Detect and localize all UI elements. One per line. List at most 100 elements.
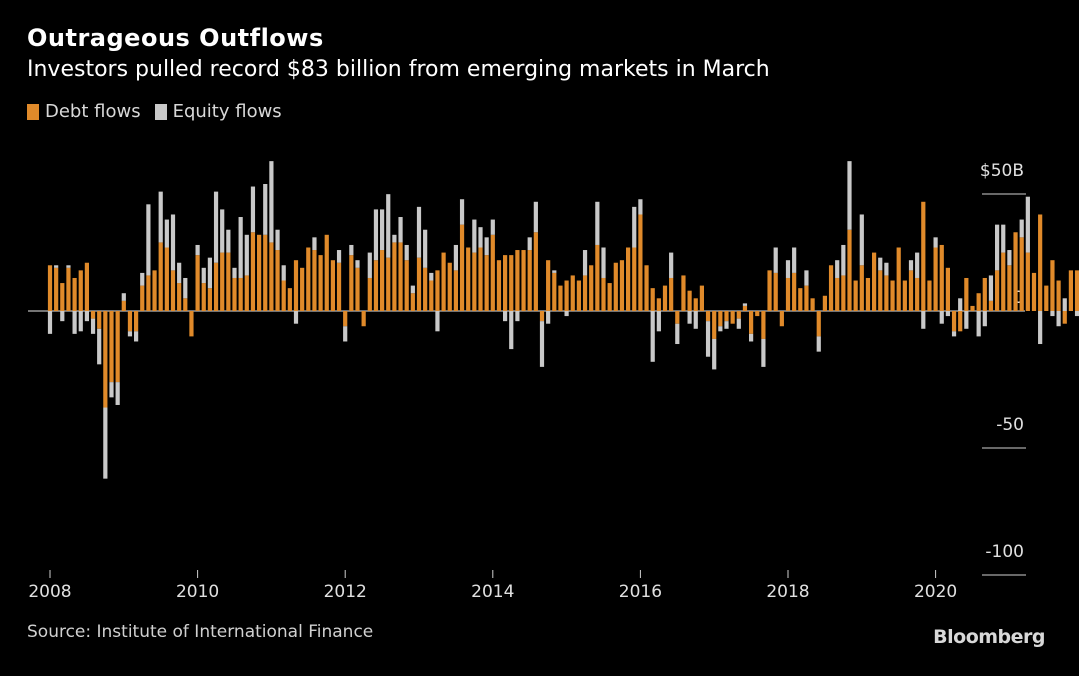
bar-debt: [263, 235, 267, 311]
bar-equity: [940, 311, 944, 324]
bar-debt: [368, 278, 372, 311]
bar-equity: [552, 270, 556, 273]
bar-debt: [970, 306, 974, 311]
bar-debt: [1063, 311, 1067, 324]
bar-equity: [847, 161, 851, 230]
bar-debt: [1020, 237, 1024, 311]
bar-debt: [1057, 281, 1061, 311]
bar-debt: [823, 296, 827, 311]
bar-debt: [571, 275, 575, 311]
bar-equity: [909, 260, 913, 270]
bar-debt: [841, 275, 845, 311]
bar-equity: [878, 258, 882, 271]
bar-debt: [761, 311, 765, 339]
bar-debt: [706, 311, 710, 321]
bar-equity: [263, 184, 267, 235]
bar-equity: [737, 319, 741, 329]
bar-equity: [995, 225, 999, 271]
bar-debt: [681, 275, 685, 311]
bar-debt: [503, 255, 507, 311]
bar-debt: [497, 260, 501, 311]
bar-equity: [786, 260, 790, 278]
bar-debt: [288, 288, 292, 311]
bar-equity: [411, 286, 415, 294]
bar-equity: [405, 245, 409, 260]
bar-equity: [1063, 298, 1067, 311]
bar-debt: [767, 270, 771, 311]
bar-debt: [792, 273, 796, 311]
bar-debt: [171, 270, 175, 311]
bar-debt: [282, 281, 286, 311]
bar-debt: [798, 288, 802, 311]
bar-equity: [349, 245, 353, 255]
bar-equity: [73, 311, 77, 334]
bar-equity: [472, 220, 476, 253]
bar-debt: [688, 291, 692, 311]
bar-debt: [355, 268, 359, 311]
bar-debt: [915, 278, 919, 311]
bar-equity: [515, 311, 519, 321]
source-note: Source: Institute of International Finan…: [27, 622, 373, 642]
bar-equity: [1075, 311, 1079, 316]
bar-equity: [485, 237, 489, 255]
bar-debt: [620, 260, 624, 311]
bar-equity: [380, 209, 384, 250]
bar-debt: [54, 268, 58, 311]
bar-debt: [91, 311, 95, 319]
bar-debt: [478, 248, 482, 312]
bar-equity: [1007, 250, 1011, 265]
bar-equity: [946, 311, 950, 316]
bar-debt: [134, 311, 138, 331]
bar-debt: [411, 293, 415, 311]
bar-equity: [128, 331, 132, 336]
bar-debt: [737, 311, 741, 319]
bar-debt: [454, 270, 458, 311]
bar-equity: [528, 237, 532, 250]
y-tick-label: -50: [996, 415, 1024, 435]
bar-debt: [540, 311, 544, 321]
bar-equity: [435, 311, 439, 331]
bar-equity: [146, 204, 150, 275]
bar-debt: [829, 265, 833, 311]
bar-debt: [632, 248, 636, 312]
bar-debt: [85, 263, 89, 311]
bar-debt: [601, 278, 605, 311]
bar-equity: [491, 220, 495, 235]
bar-equity: [546, 311, 550, 324]
bar-equity: [109, 382, 113, 397]
bar-equity: [1057, 311, 1061, 326]
bar-equity: [386, 194, 390, 258]
bar-debt: [140, 286, 144, 311]
bar-debt: [220, 253, 224, 311]
bar-debt: [103, 311, 107, 408]
bar-debt: [349, 255, 353, 311]
bar-debt: [780, 311, 784, 326]
bar-debt: [755, 311, 759, 316]
bar-debt: [521, 250, 525, 311]
bar-debt: [196, 255, 200, 311]
x-tick-label: 2020: [914, 582, 957, 602]
bar-debt: [429, 281, 433, 311]
bar-equity: [638, 199, 642, 214]
bar-debt: [183, 298, 187, 311]
x-tick-label: 2018: [766, 582, 809, 602]
bar-debt: [1001, 253, 1005, 311]
bar-debt: [595, 245, 599, 311]
y-tick-label: $50B: [980, 161, 1024, 181]
bar-debt: [146, 275, 150, 311]
bar-debt: [275, 250, 279, 311]
bar-debt: [921, 202, 925, 311]
bar-debt: [202, 283, 206, 311]
bar-debt: [626, 248, 630, 312]
bar-equity: [1050, 311, 1054, 316]
bar-debt: [442, 253, 446, 311]
bar-debt: [312, 250, 316, 311]
bar-equity: [282, 265, 286, 280]
bar-equity: [60, 311, 64, 321]
bar-debt: [122, 301, 126, 311]
x-tick-label: 2012: [324, 582, 367, 602]
x-tick-label: 2016: [619, 582, 662, 602]
bar-equity: [934, 237, 938, 247]
bar-debt: [952, 311, 956, 331]
bar-debt: [847, 230, 851, 311]
